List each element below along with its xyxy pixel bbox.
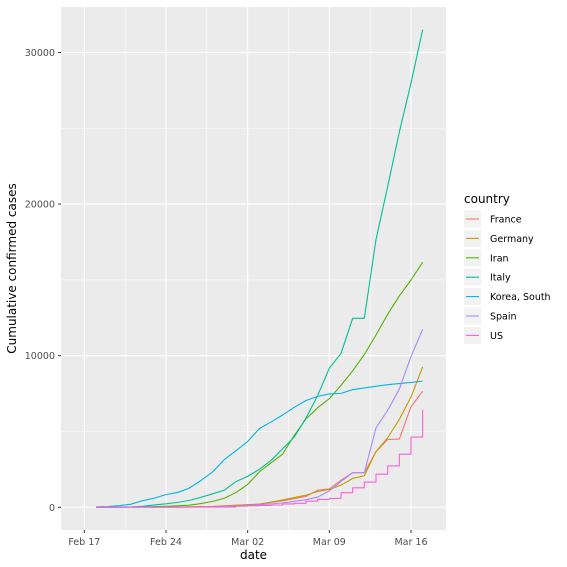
x-tick-label: Mar 09 [313, 537, 346, 548]
y-axis-title: Cumulative confirmed cases [5, 183, 19, 353]
y-tick-label: 0 [49, 503, 55, 514]
series-line-spain [95, 328, 424, 508]
plot-panel [61, 7, 446, 530]
minor-gridlines [61, 7, 446, 530]
y-tick-label: 20000 [25, 200, 55, 211]
legend: country France Germany Iran Italy Korea, Sou… [464, 192, 551, 344]
legend-label-spain: Spain [490, 312, 517, 323]
major-gridlines [61, 7, 446, 530]
legend-title: country [464, 192, 510, 206]
series-line-italy [95, 29, 424, 508]
y-tick-label: 30000 [25, 48, 55, 59]
legend-label-france: France [490, 215, 522, 226]
y-tick-label: 10000 [25, 351, 55, 362]
series-lines [95, 29, 424, 508]
x-tick-label: Feb 17 [68, 537, 100, 548]
legend-label-us: US [490, 331, 503, 342]
x-axis-title: date [240, 548, 267, 562]
series-line-iran [107, 261, 424, 508]
y-axis: 0 10000 20000 30000 [25, 48, 61, 514]
x-tick-label: Feb 24 [150, 537, 182, 548]
series-line-us [96, 409, 424, 508]
legend-label-iran: Iran [490, 253, 509, 264]
legend-label-germany: Germany [490, 234, 534, 245]
x-axis: Feb 17 Feb 24 Mar 02 Mar 09 Mar 16 [68, 530, 428, 548]
x-tick-label: Mar 02 [231, 537, 264, 548]
legend-label-italy: Italy [490, 273, 511, 284]
series-line-korea-south [95, 380, 423, 508]
legend-label-korea-south: Korea, South [490, 292, 551, 303]
x-tick-label: Mar 16 [394, 537, 427, 548]
